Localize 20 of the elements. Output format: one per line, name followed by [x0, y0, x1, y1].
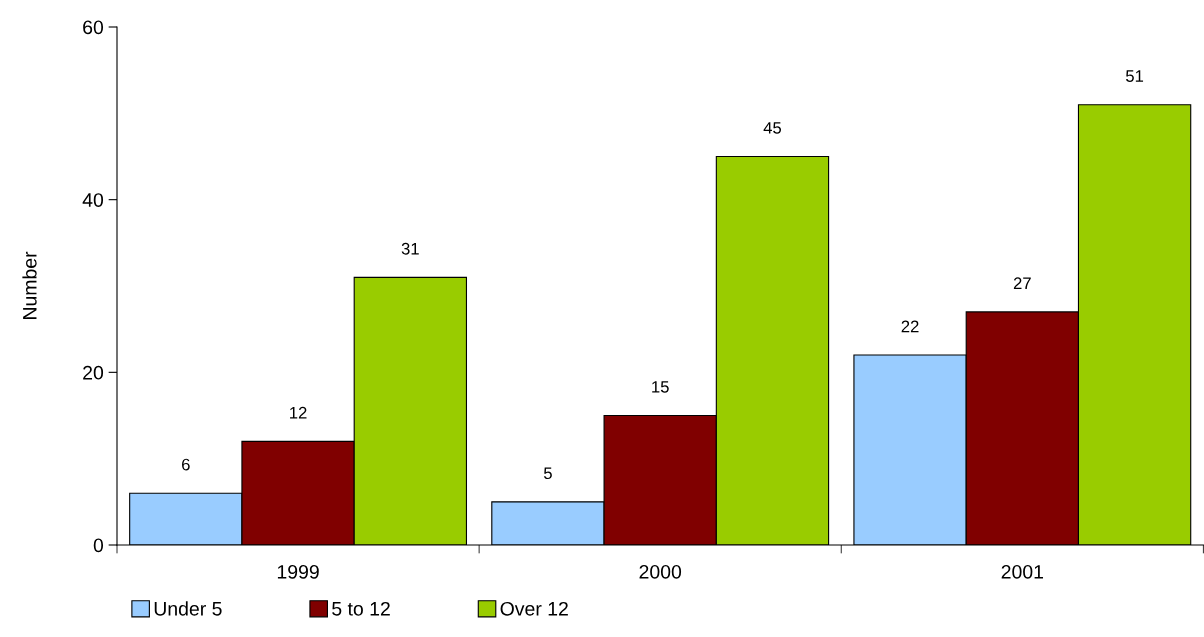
data-label: 45 [763, 122, 782, 134]
legend-label: Over 12 [500, 601, 568, 616]
y-tick-label: 0 [93, 538, 104, 553]
data-label: 5 [543, 467, 552, 480]
y-axis-title: Number [22, 251, 37, 319]
data-label: 31 [401, 242, 419, 255]
y-tick-label: 20 [83, 365, 104, 380]
x-tick-label: 1999 [277, 564, 319, 579]
data-label: 27 [1013, 277, 1031, 289]
y-tick-label: 60 [83, 20, 104, 35]
data-label: 51 [1125, 70, 1144, 82]
x-tick-label: 2000 [639, 564, 682, 579]
y-tick-label: 40 [82, 193, 104, 207]
legend-label: Under 5 [154, 601, 222, 616]
data-label: 15 [652, 381, 669, 393]
x-tick-label: 2001 [1001, 564, 1044, 579]
data-label: 12 [290, 406, 307, 419]
data-label: 6 [182, 458, 190, 471]
legend-label: 5 to 12 [332, 601, 390, 616]
data-label: 22 [901, 320, 919, 333]
